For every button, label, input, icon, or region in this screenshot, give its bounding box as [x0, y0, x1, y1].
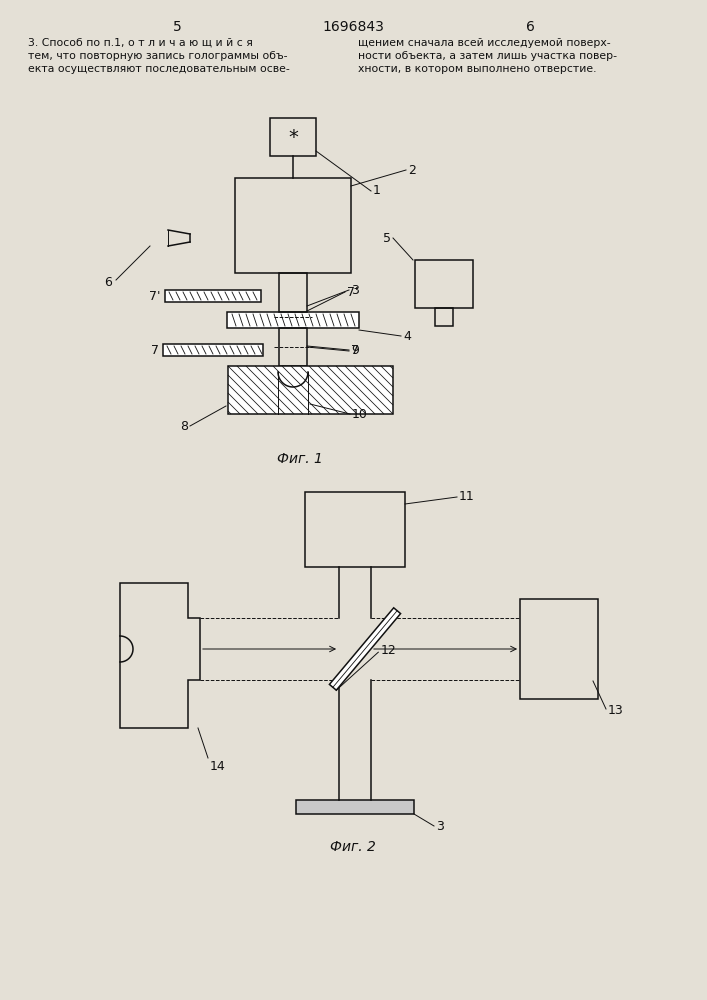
Bar [279, 328, 307, 366]
Text: 7': 7' [149, 290, 161, 302]
Bar [296, 800, 414, 814]
Bar [435, 308, 453, 326]
Text: 12: 12 [380, 644, 396, 657]
Text: 14: 14 [210, 760, 226, 773]
Text: 7: 7 [151, 344, 159, 357]
Text: 2: 2 [408, 163, 416, 176]
Text: 1: 1 [373, 184, 381, 198]
Polygon shape [329, 608, 401, 690]
Text: Фиг. 2: Фиг. 2 [330, 840, 376, 854]
Text: хности, в котором выполнено отверстие.: хности, в котором выполнено отверстие. [358, 64, 597, 74]
Bar [165, 290, 261, 302]
Text: *: * [288, 127, 298, 146]
Bar [270, 118, 316, 156]
Text: 3. Способ по п.1, о т л и ч а ю щ и й с я: 3. Способ по п.1, о т л и ч а ю щ и й с … [28, 38, 253, 48]
Text: 3: 3 [351, 284, 359, 296]
Text: 4: 4 [403, 330, 411, 342]
Text: ности объекта, а затем лишь участка повер-: ности объекта, а затем лишь участка пове… [358, 51, 617, 61]
Text: Фиг. 1: Фиг. 1 [277, 452, 323, 466]
Bar [279, 273, 307, 312]
Text: 3: 3 [436, 820, 444, 832]
Text: 7: 7 [351, 344, 359, 357]
Text: 5: 5 [173, 20, 182, 34]
Bar [520, 599, 598, 699]
Bar [305, 492, 405, 567]
Bar [415, 260, 473, 308]
Text: 10: 10 [352, 408, 368, 420]
Text: 13: 13 [608, 704, 624, 718]
Text: 9: 9 [351, 344, 359, 358]
Text: тем, что повторную запись голограммы объ-: тем, что повторную запись голограммы объ… [28, 51, 288, 61]
Text: 6: 6 [525, 20, 534, 34]
Bar [228, 366, 393, 414]
Text: 8: 8 [180, 420, 188, 432]
Text: 6: 6 [104, 276, 112, 290]
Text: щением сначала всей исследуемой поверх-: щением сначала всей исследуемой поверх- [358, 38, 611, 48]
Text: 5: 5 [383, 232, 391, 244]
Text: 7': 7' [347, 286, 358, 298]
Bar [235, 178, 351, 273]
Bar [227, 312, 359, 328]
Text: 1696843: 1696843 [322, 20, 384, 34]
Text: екта осуществляют последовательным осве-: екта осуществляют последовательным осве- [28, 64, 290, 74]
Bar [163, 344, 263, 356]
Text: 11: 11 [459, 490, 474, 504]
